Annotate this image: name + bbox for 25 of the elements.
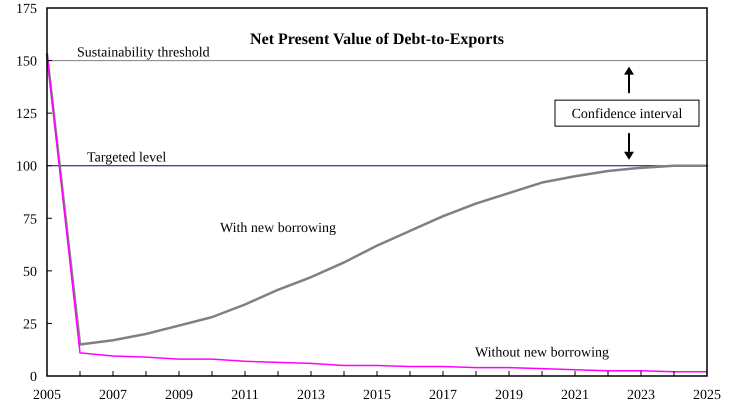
annotation: Confidence interval bbox=[572, 107, 682, 122]
x-tick-label: 2005 bbox=[33, 388, 61, 403]
x-tick-label: 2007 bbox=[99, 388, 127, 403]
y-tick-label: 175 bbox=[16, 2, 37, 17]
x-tick-label: 2009 bbox=[165, 388, 193, 403]
series-label: With new borrowing bbox=[220, 220, 336, 236]
y-tick-label: 75 bbox=[23, 212, 37, 228]
y-tick-label: 125 bbox=[16, 107, 37, 122]
y-tick-label: 50 bbox=[23, 264, 37, 280]
x-tick-label: 2021 bbox=[561, 388, 589, 403]
y-tick-label: 150 bbox=[16, 54, 37, 70]
x-tick-label: 2011 bbox=[231, 388, 259, 403]
x-tick-label: 2025 bbox=[693, 388, 721, 403]
y-tick-label: 25 bbox=[23, 317, 37, 332]
ref-line-label: Sustainability threshold bbox=[77, 46, 210, 61]
series-label: Without new borrowing bbox=[475, 346, 609, 361]
x-tick-label: 2023 bbox=[627, 388, 655, 403]
ref-line-label: Targeted level bbox=[87, 150, 166, 166]
text: Net Present Value of Debt-to-Exports bbox=[250, 31, 504, 48]
y-tick-label: 0 bbox=[30, 370, 37, 385]
y-tick-label: 100 bbox=[16, 160, 37, 175]
x-tick-label: 2019 bbox=[495, 388, 523, 403]
x-tick-label: 2017 bbox=[429, 388, 457, 403]
x-tick-label: 2013 bbox=[297, 388, 325, 403]
x-tick-label: 2015 bbox=[363, 388, 391, 403]
